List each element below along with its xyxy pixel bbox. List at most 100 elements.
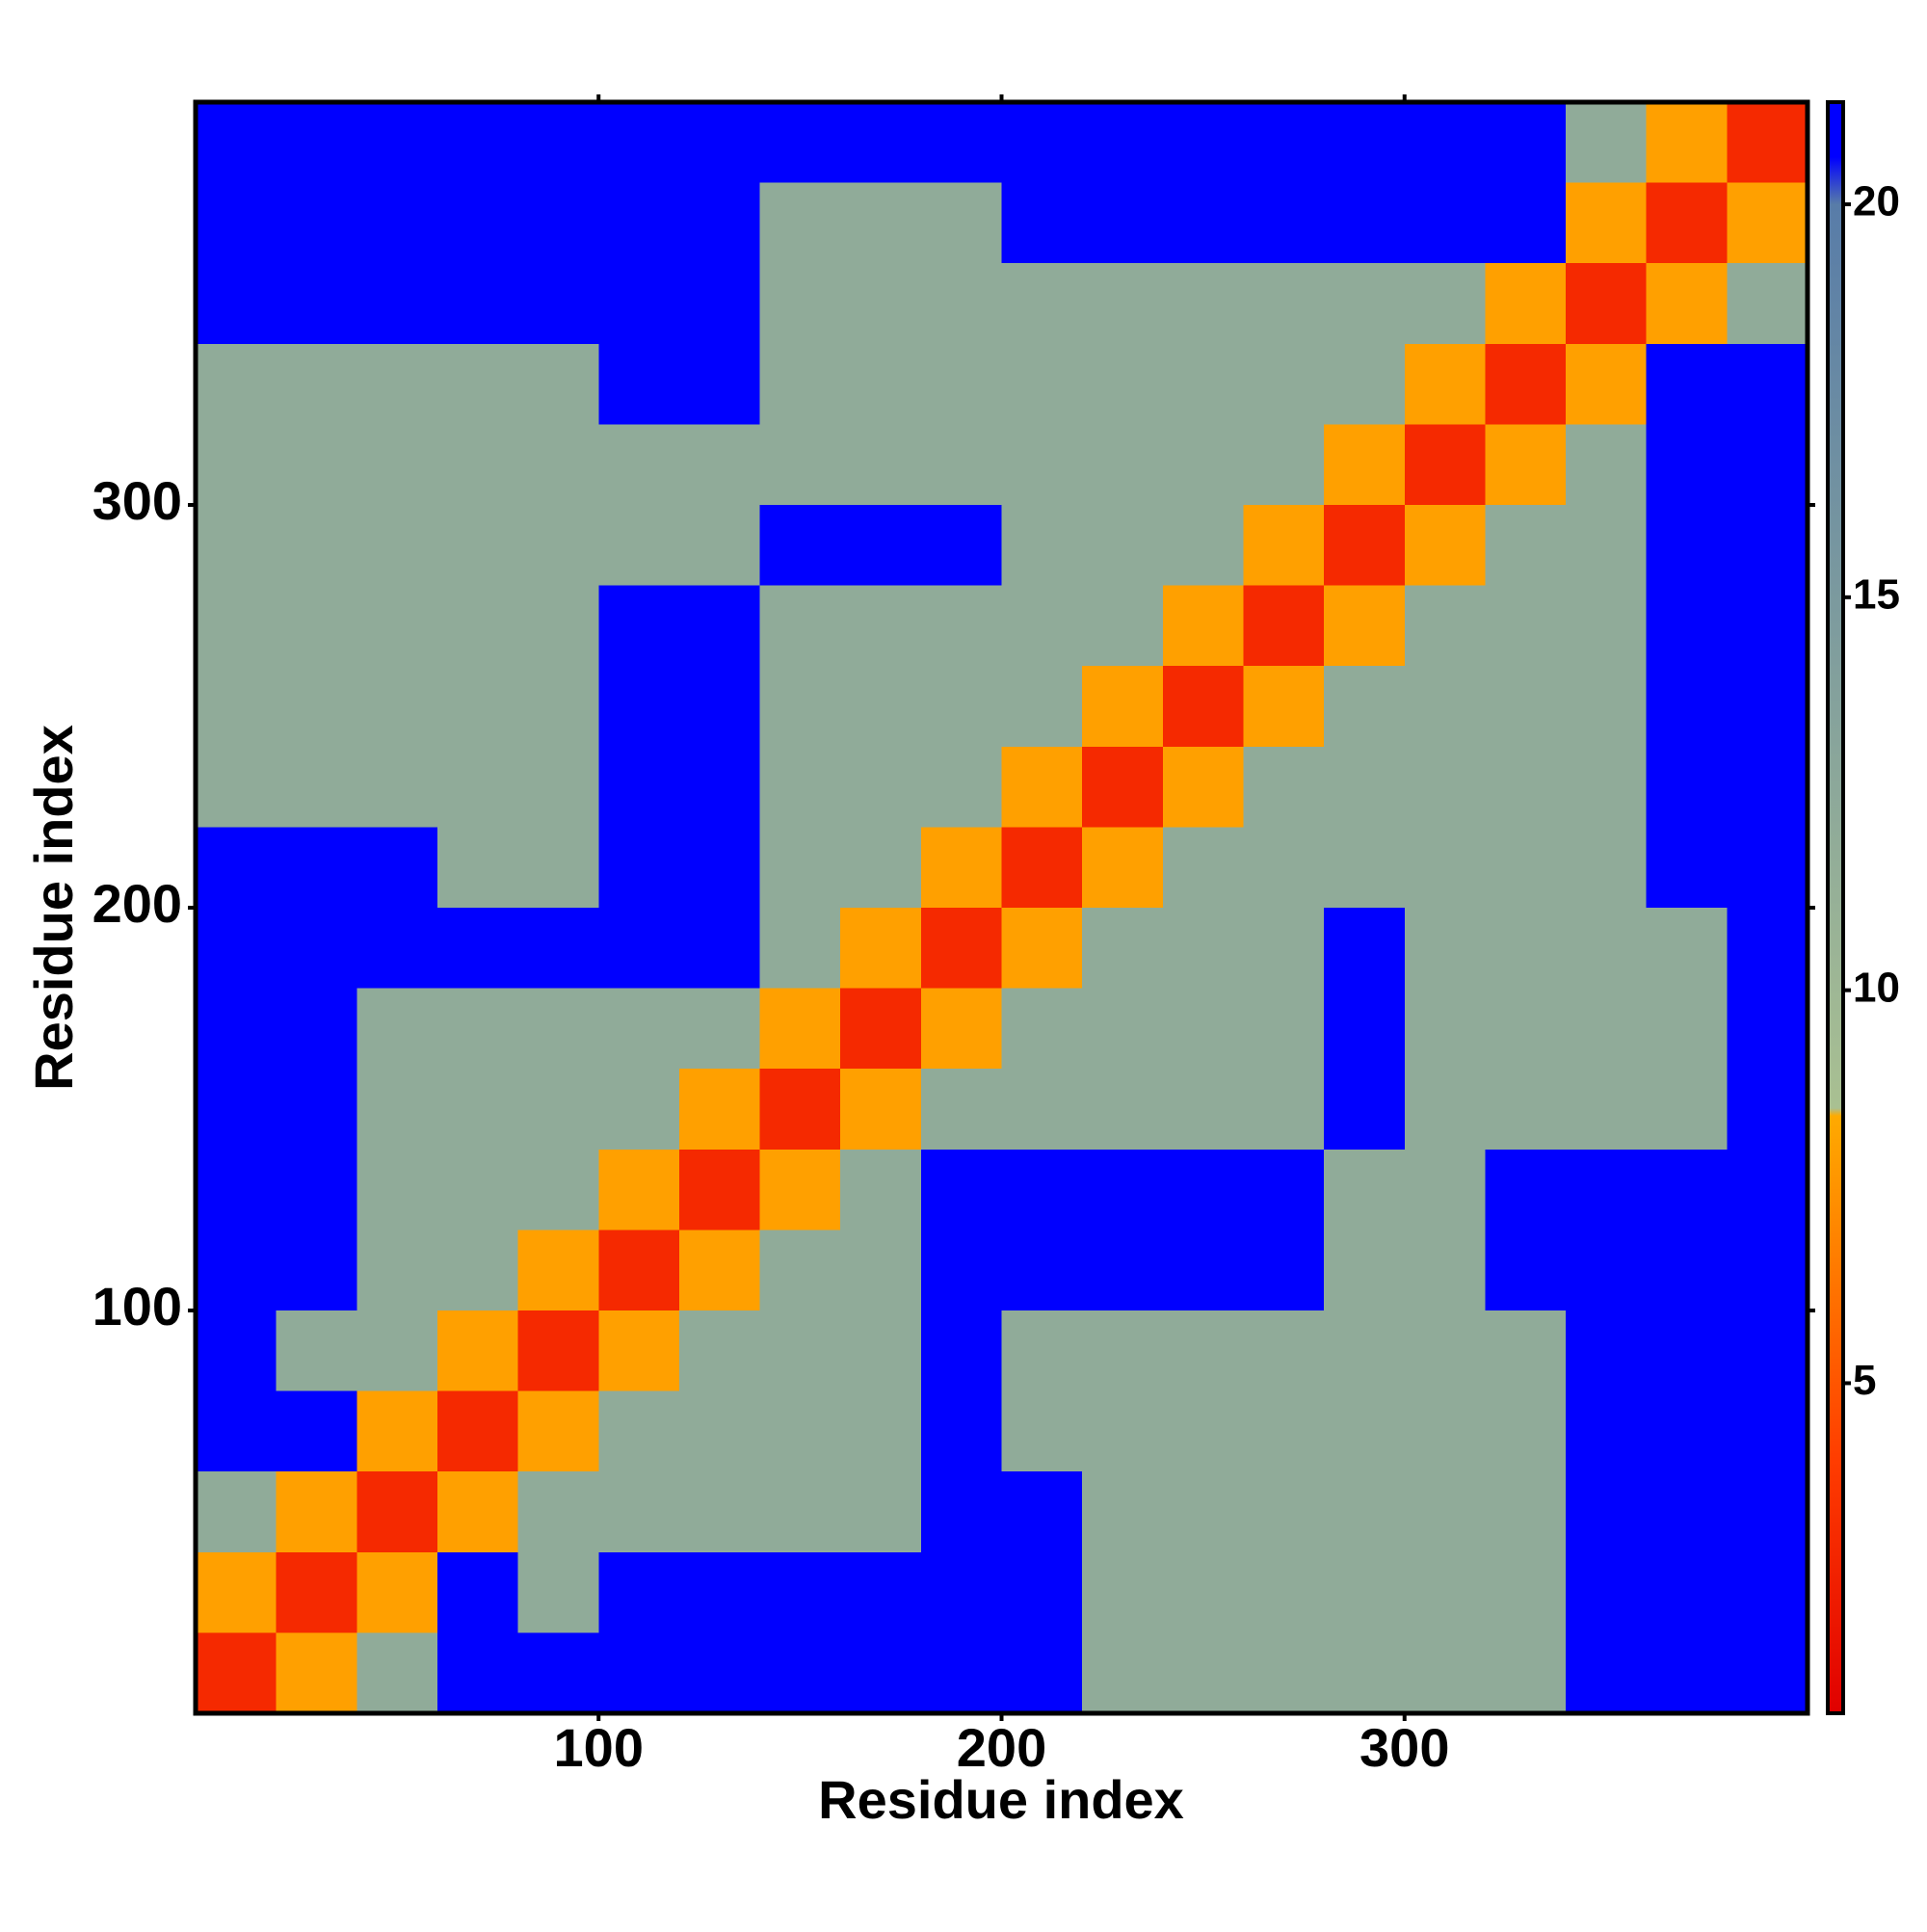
- heatmap-cell: [1243, 666, 1325, 747]
- heatmap-cell: [356, 263, 437, 344]
- heatmap-cell: [1646, 827, 1728, 908]
- heatmap-cell: [1162, 263, 1244, 344]
- colorbar-tick-label: 5: [1853, 1357, 1876, 1404]
- heatmap-cell: [1646, 1230, 1728, 1310]
- heatmap-cell: [1001, 1632, 1083, 1713]
- heatmap-cell: [920, 1551, 1002, 1633]
- heatmap-cell: [678, 746, 760, 828]
- heatmap-cell: [678, 585, 760, 667]
- heatmap-cell: [436, 505, 518, 586]
- heatmap-cell: [1082, 102, 1163, 183]
- heatmap-cell: [436, 182, 518, 264]
- heatmap-cell: [840, 1632, 921, 1713]
- heatmap-cell: [196, 182, 277, 264]
- heatmap-cell: [840, 263, 921, 344]
- heatmap-cell: [920, 343, 1002, 425]
- heatmap-cell: [1324, 1069, 1405, 1150]
- heatmap-cell: [840, 1310, 921, 1391]
- heatmap-cell: [1324, 988, 1405, 1070]
- heatmap-cell: [1162, 666, 1244, 747]
- heatmap-cell: [759, 908, 841, 989]
- heatmap-cell: [759, 1390, 841, 1472]
- heatmap-cell: [598, 988, 679, 1070]
- heatmap-cell: [1646, 182, 1728, 264]
- heatmap-cell: [436, 1632, 518, 1713]
- heatmap-cell: [1566, 505, 1647, 586]
- heatmap-cell: [1485, 343, 1567, 425]
- heatmap-cell: [1646, 1310, 1728, 1391]
- heatmap-cell: [356, 988, 437, 1070]
- heatmap-cell: [598, 505, 679, 586]
- heatmap-cell: [196, 1390, 277, 1472]
- heatmap-cell: [920, 988, 1002, 1070]
- heatmap-cell: [517, 1471, 599, 1552]
- heatmap-cell: [1082, 746, 1163, 828]
- heatmap-cell: [1404, 343, 1486, 425]
- heatmap-cell: [1727, 988, 1808, 1070]
- heatmap-cell: [1243, 1230, 1325, 1310]
- heatmap-cell: [1082, 1310, 1163, 1391]
- heatmap-cell: [598, 746, 679, 828]
- heatmap-cell: [1727, 424, 1808, 505]
- heatmap-cell: [1243, 343, 1325, 425]
- heatmap-cell: [1485, 424, 1567, 505]
- heatmap-cell: [678, 1551, 760, 1633]
- heatmap-cell: [1727, 1632, 1808, 1713]
- heatmap-cell: [1485, 1069, 1567, 1150]
- heatmap-cell: [678, 827, 760, 908]
- heatmap-cell: [517, 343, 599, 425]
- heatmap-cell: [1082, 585, 1163, 667]
- heatmap-cell: [436, 988, 518, 1070]
- heatmap-cell: [1727, 908, 1808, 989]
- heatmap-cell: [276, 1632, 357, 1713]
- heatmap-cell: [1485, 1230, 1567, 1310]
- heatmap-cell: [356, 585, 437, 667]
- heatmap-cell: [1566, 1471, 1647, 1552]
- heatmap-cell: [840, 666, 921, 747]
- heatmap-cell: [1162, 1390, 1244, 1472]
- heatmap-cell: [1485, 1551, 1567, 1633]
- heatmap-cell: [1646, 1149, 1728, 1231]
- heatmap-cell: [840, 1149, 921, 1231]
- heatmap-cell: [840, 1551, 921, 1633]
- heatmap-cell: [840, 1069, 921, 1150]
- heatmap-cell: [1243, 1390, 1325, 1472]
- heatmap-cell: [517, 1390, 599, 1472]
- heatmap-cell: [356, 1390, 437, 1472]
- heatmap-cell: [678, 263, 760, 344]
- heatmap-cell: [920, 1069, 1002, 1150]
- heatmap-cell: [1324, 1471, 1405, 1552]
- heatmap-cell: [276, 263, 357, 344]
- heatmap-cell: [1001, 746, 1083, 828]
- heatmap-cell: [436, 1390, 518, 1472]
- heatmap-cell: [276, 505, 357, 586]
- heatmap-cell: [598, 1632, 679, 1713]
- y-tick-label: 100: [92, 1276, 182, 1337]
- heatmap-cell: [1485, 1471, 1567, 1552]
- heatmap-cell: [759, 1471, 841, 1552]
- heatmap-cell: [598, 263, 679, 344]
- colorbar: [1826, 100, 1845, 1715]
- heatmap-cell: [840, 908, 921, 989]
- heatmap-cell: [1162, 1230, 1244, 1310]
- heatmap-cell: [1404, 1390, 1486, 1472]
- heatmap-cell: [276, 585, 357, 667]
- heatmap-cell: [840, 988, 921, 1070]
- heatmap-cell: [196, 1230, 277, 1310]
- heatmap-cell: [1082, 988, 1163, 1070]
- heatmap-cell: [598, 908, 679, 989]
- heatmap-cell: [1727, 505, 1808, 586]
- heatmap-cell: [517, 988, 599, 1070]
- heatmap-cell: [1162, 102, 1244, 183]
- heatmap-cell: [1727, 827, 1808, 908]
- heatmap-cell: [196, 988, 277, 1070]
- heatmap-cell: [1404, 505, 1486, 586]
- heatmap-cell: [517, 746, 599, 828]
- heatmap-cell: [920, 1390, 1002, 1472]
- heatmap-cell: [436, 1149, 518, 1231]
- heatmap-cell: [1646, 1632, 1728, 1713]
- heatmap-cell: [196, 1069, 277, 1150]
- x-axis-title: Residue index: [818, 1769, 1184, 1830]
- heatmap-cell: [356, 1471, 437, 1552]
